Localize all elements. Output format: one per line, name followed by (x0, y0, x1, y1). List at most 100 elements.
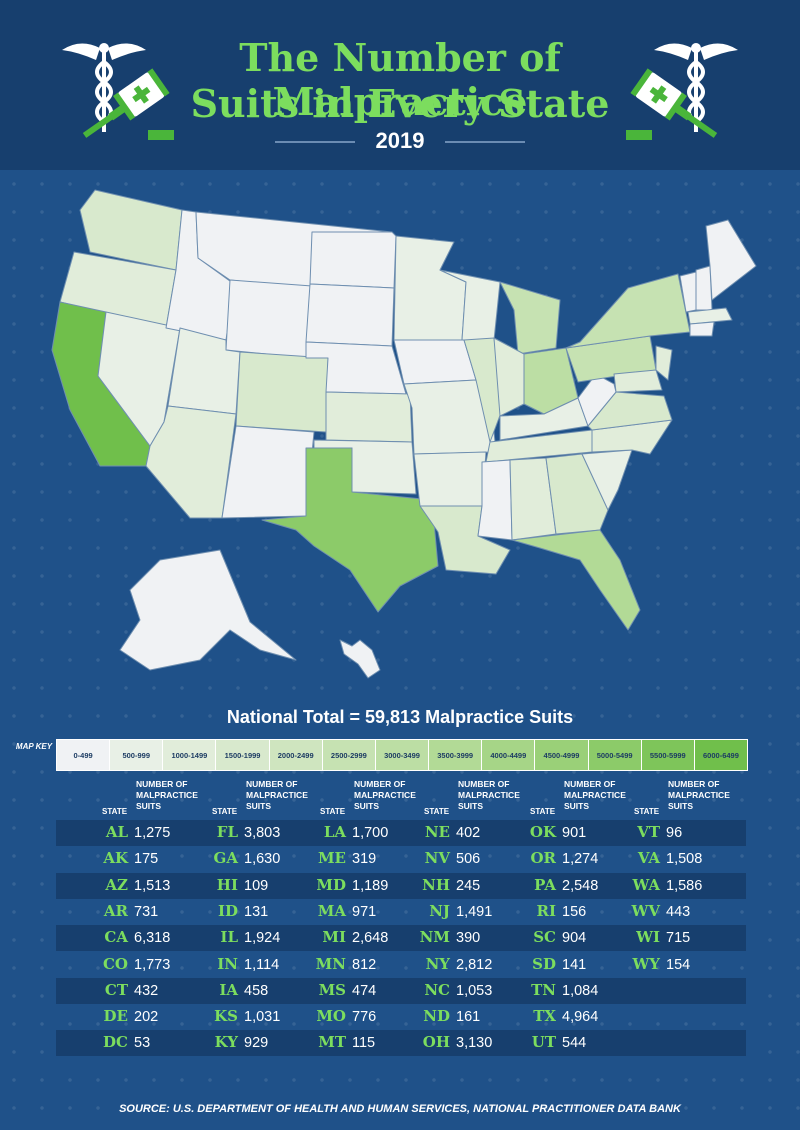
map-key-label: MAP KEY (15, 742, 53, 751)
state-abbreviation: TX (533, 1007, 556, 1026)
state-abbreviation: CT (104, 980, 128, 999)
suit-count: 929 (244, 1035, 269, 1052)
state-cell: OR 1,274 (484, 846, 598, 872)
state-CO (235, 351, 329, 433)
state-abbreviation: WY (632, 954, 660, 973)
state-cell: OH 3,130 (378, 1030, 493, 1056)
suit-count: 175 (134, 851, 159, 868)
state-cell: NH 245 (378, 873, 488, 899)
header: The Number of Malpractice Suits in Every… (0, 0, 800, 170)
table-row: AL 1,275 FL 3,803 LA 1,700 NE 402 OK 901 VT 96 (56, 820, 746, 846)
suit-count: 1,491 (456, 903, 493, 920)
legend-bin: 3000-3499 (375, 740, 430, 770)
state-cell: DE 202 (56, 1004, 166, 1030)
suit-count: 161 (456, 1009, 481, 1026)
state-SD (305, 283, 395, 347)
state-cell: MT 115 (274, 1030, 384, 1056)
state-cell: NY 2,812 (378, 952, 493, 978)
state-KS (325, 391, 413, 443)
suit-count: 1,586 (666, 877, 703, 894)
state-abbreviation: NJ (429, 901, 450, 920)
state-ND (309, 231, 397, 289)
state-cell: FL 3,803 (166, 820, 281, 846)
state-abbreviation: UT (531, 1033, 556, 1052)
state-AZ (145, 405, 237, 519)
state-abbreviation: RI (536, 901, 556, 920)
column-header-state: STATE (102, 807, 128, 816)
suit-count: 901 (562, 825, 587, 841)
state-cell: ID 131 (166, 899, 276, 925)
state-abbreviation: WA (632, 875, 660, 894)
state-cell: NE 402 (378, 820, 488, 846)
state-cell: TX 4,964 (484, 1004, 598, 1030)
state-abbreviation: MN (315, 954, 346, 973)
column-header: STATE NUMBER OF MALPRACTICE SUITS (212, 779, 332, 819)
legend-bin: 2000-2499 (269, 740, 323, 770)
state-abbreviation: CA (104, 928, 128, 947)
suit-count: 1,275 (134, 825, 171, 841)
state-cell: ME 319 (274, 846, 384, 872)
suit-count: 715 (666, 930, 691, 947)
state-ME (705, 219, 757, 301)
table-row: AK 175 GA 1,630 ME 319 NV 506 OR 1,274 VA 1,508 (56, 846, 746, 872)
legend-bin: 5000-5499 (588, 740, 642, 770)
legend-bin: 6000-6499 (694, 740, 748, 770)
state-cell: AR 731 (56, 899, 166, 925)
suit-count: 202 (134, 1009, 159, 1026)
state-cell: PA 2,548 (484, 873, 598, 899)
suit-count: 2,812 (456, 956, 493, 973)
suit-count: 1,700 (352, 825, 389, 841)
suit-count: 1,630 (244, 851, 281, 868)
state-abbreviation: TN (531, 980, 556, 999)
column-header-state: STATE (634, 807, 660, 816)
state-cell: LA 1,700 (274, 820, 388, 846)
table-row: AZ 1,513 HI 109 MD 1,189 NH 245 PA 2,548 WA 1,586 (56, 872, 746, 899)
state-GA (545, 453, 609, 535)
state-abbreviation: IL (220, 928, 238, 947)
state-cell: NJ 1,491 (378, 899, 492, 925)
state-MD (613, 369, 663, 393)
state-TX (261, 447, 439, 613)
suit-count: 1,114 (244, 956, 280, 973)
state-MI (499, 281, 561, 355)
suit-count: 474 (352, 982, 377, 999)
suit-count: 141 (562, 956, 587, 973)
state-cell: WY 154 (588, 952, 698, 978)
state-NY (565, 273, 691, 349)
state-abbreviation: PA (534, 875, 556, 894)
state-cell: AZ 1,513 (56, 873, 170, 899)
state-abbreviation: NY (425, 954, 450, 973)
state-MS (477, 459, 513, 541)
column-header: STATE NUMBER OF MALPRACTICE SUITS (424, 779, 544, 819)
state-WY (225, 279, 313, 359)
state-abbreviation: OH (422, 1033, 450, 1052)
column-header: STATE NUMBER OF MALPRACTICE SUITS (530, 779, 650, 819)
suit-count: 443 (666, 903, 691, 920)
state-abbreviation: IA (219, 980, 238, 999)
suit-count: 131 (244, 903, 269, 920)
state-abbreviation: HI (216, 875, 238, 894)
table-row: CA 6,318 IL 1,924 MI 2,648 NM 390 SC 904 WI 715 (56, 925, 746, 952)
suit-count: 1,084 (562, 982, 599, 999)
caduceus-gavel-icon-right (626, 43, 738, 140)
state-cell: VA 1,508 (588, 846, 702, 872)
suit-count: 245 (456, 877, 481, 894)
suit-count: 2,648 (352, 930, 389, 947)
suit-count: 1,508 (666, 851, 703, 868)
state-abbreviation: SD (532, 954, 556, 973)
column-header-number: NUMBER OF MALPRACTICE SUITS (354, 779, 416, 811)
state-abbreviation: VT (637, 823, 660, 841)
state-abbreviation: DC (103, 1033, 128, 1052)
page-title-line1: The Number of Malpractice (239, 35, 561, 124)
state-cell: MS 474 (274, 978, 384, 1004)
suit-count: 96 (666, 825, 683, 841)
state-cell: TN 1,084 (484, 978, 598, 1004)
suit-count: 1,053 (456, 982, 493, 999)
state-abbreviation: OR (530, 849, 556, 868)
state-cell: DC 53 (56, 1030, 166, 1056)
map-legend: 0-499 500-999 1000-1499 1500-1999 2000-2499 2… (56, 739, 748, 771)
state-cell: KS 1,031 (166, 1004, 280, 1030)
state-CT (689, 321, 715, 337)
state-cell: IA 458 (166, 978, 276, 1004)
state-abbreviation: GA (213, 849, 238, 868)
